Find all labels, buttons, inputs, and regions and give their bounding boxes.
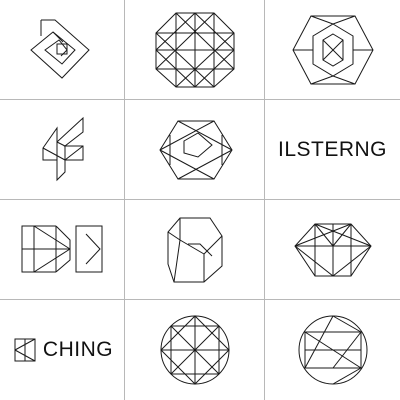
cube-k-icon (167, 217, 222, 282)
cell-8 (125, 200, 265, 300)
cell-6: ILSTERNG (265, 100, 400, 200)
cell-9 (265, 200, 400, 300)
circle-lattice-icon (159, 315, 230, 385)
bracket-pair-icon (21, 225, 103, 272)
ching-mark-icon (14, 338, 36, 362)
cell-5 (125, 100, 265, 200)
crystal-diamond-icon (293, 223, 372, 276)
spiral-diamond-icon (30, 19, 90, 79)
cell-2 (125, 0, 265, 100)
cell-4 (0, 100, 125, 200)
wordmark-text: ILSTERNG (277, 137, 388, 161)
ching-logo: CHING (11, 335, 113, 365)
hexagon-fold-icon (158, 120, 233, 179)
octagon-lattice-icon (155, 12, 234, 87)
cell-7 (0, 200, 125, 300)
cell-3 (265, 0, 400, 100)
cell-10: CHING (0, 300, 125, 400)
cell-12 (265, 300, 400, 400)
cell-11 (125, 300, 265, 400)
circle-fold-icon (298, 315, 367, 385)
ching-wordmark: CHING (42, 338, 114, 361)
hexagon-cube-icon (291, 15, 374, 84)
angular-glyph-icon (42, 116, 84, 181)
cell-1 (0, 0, 125, 100)
